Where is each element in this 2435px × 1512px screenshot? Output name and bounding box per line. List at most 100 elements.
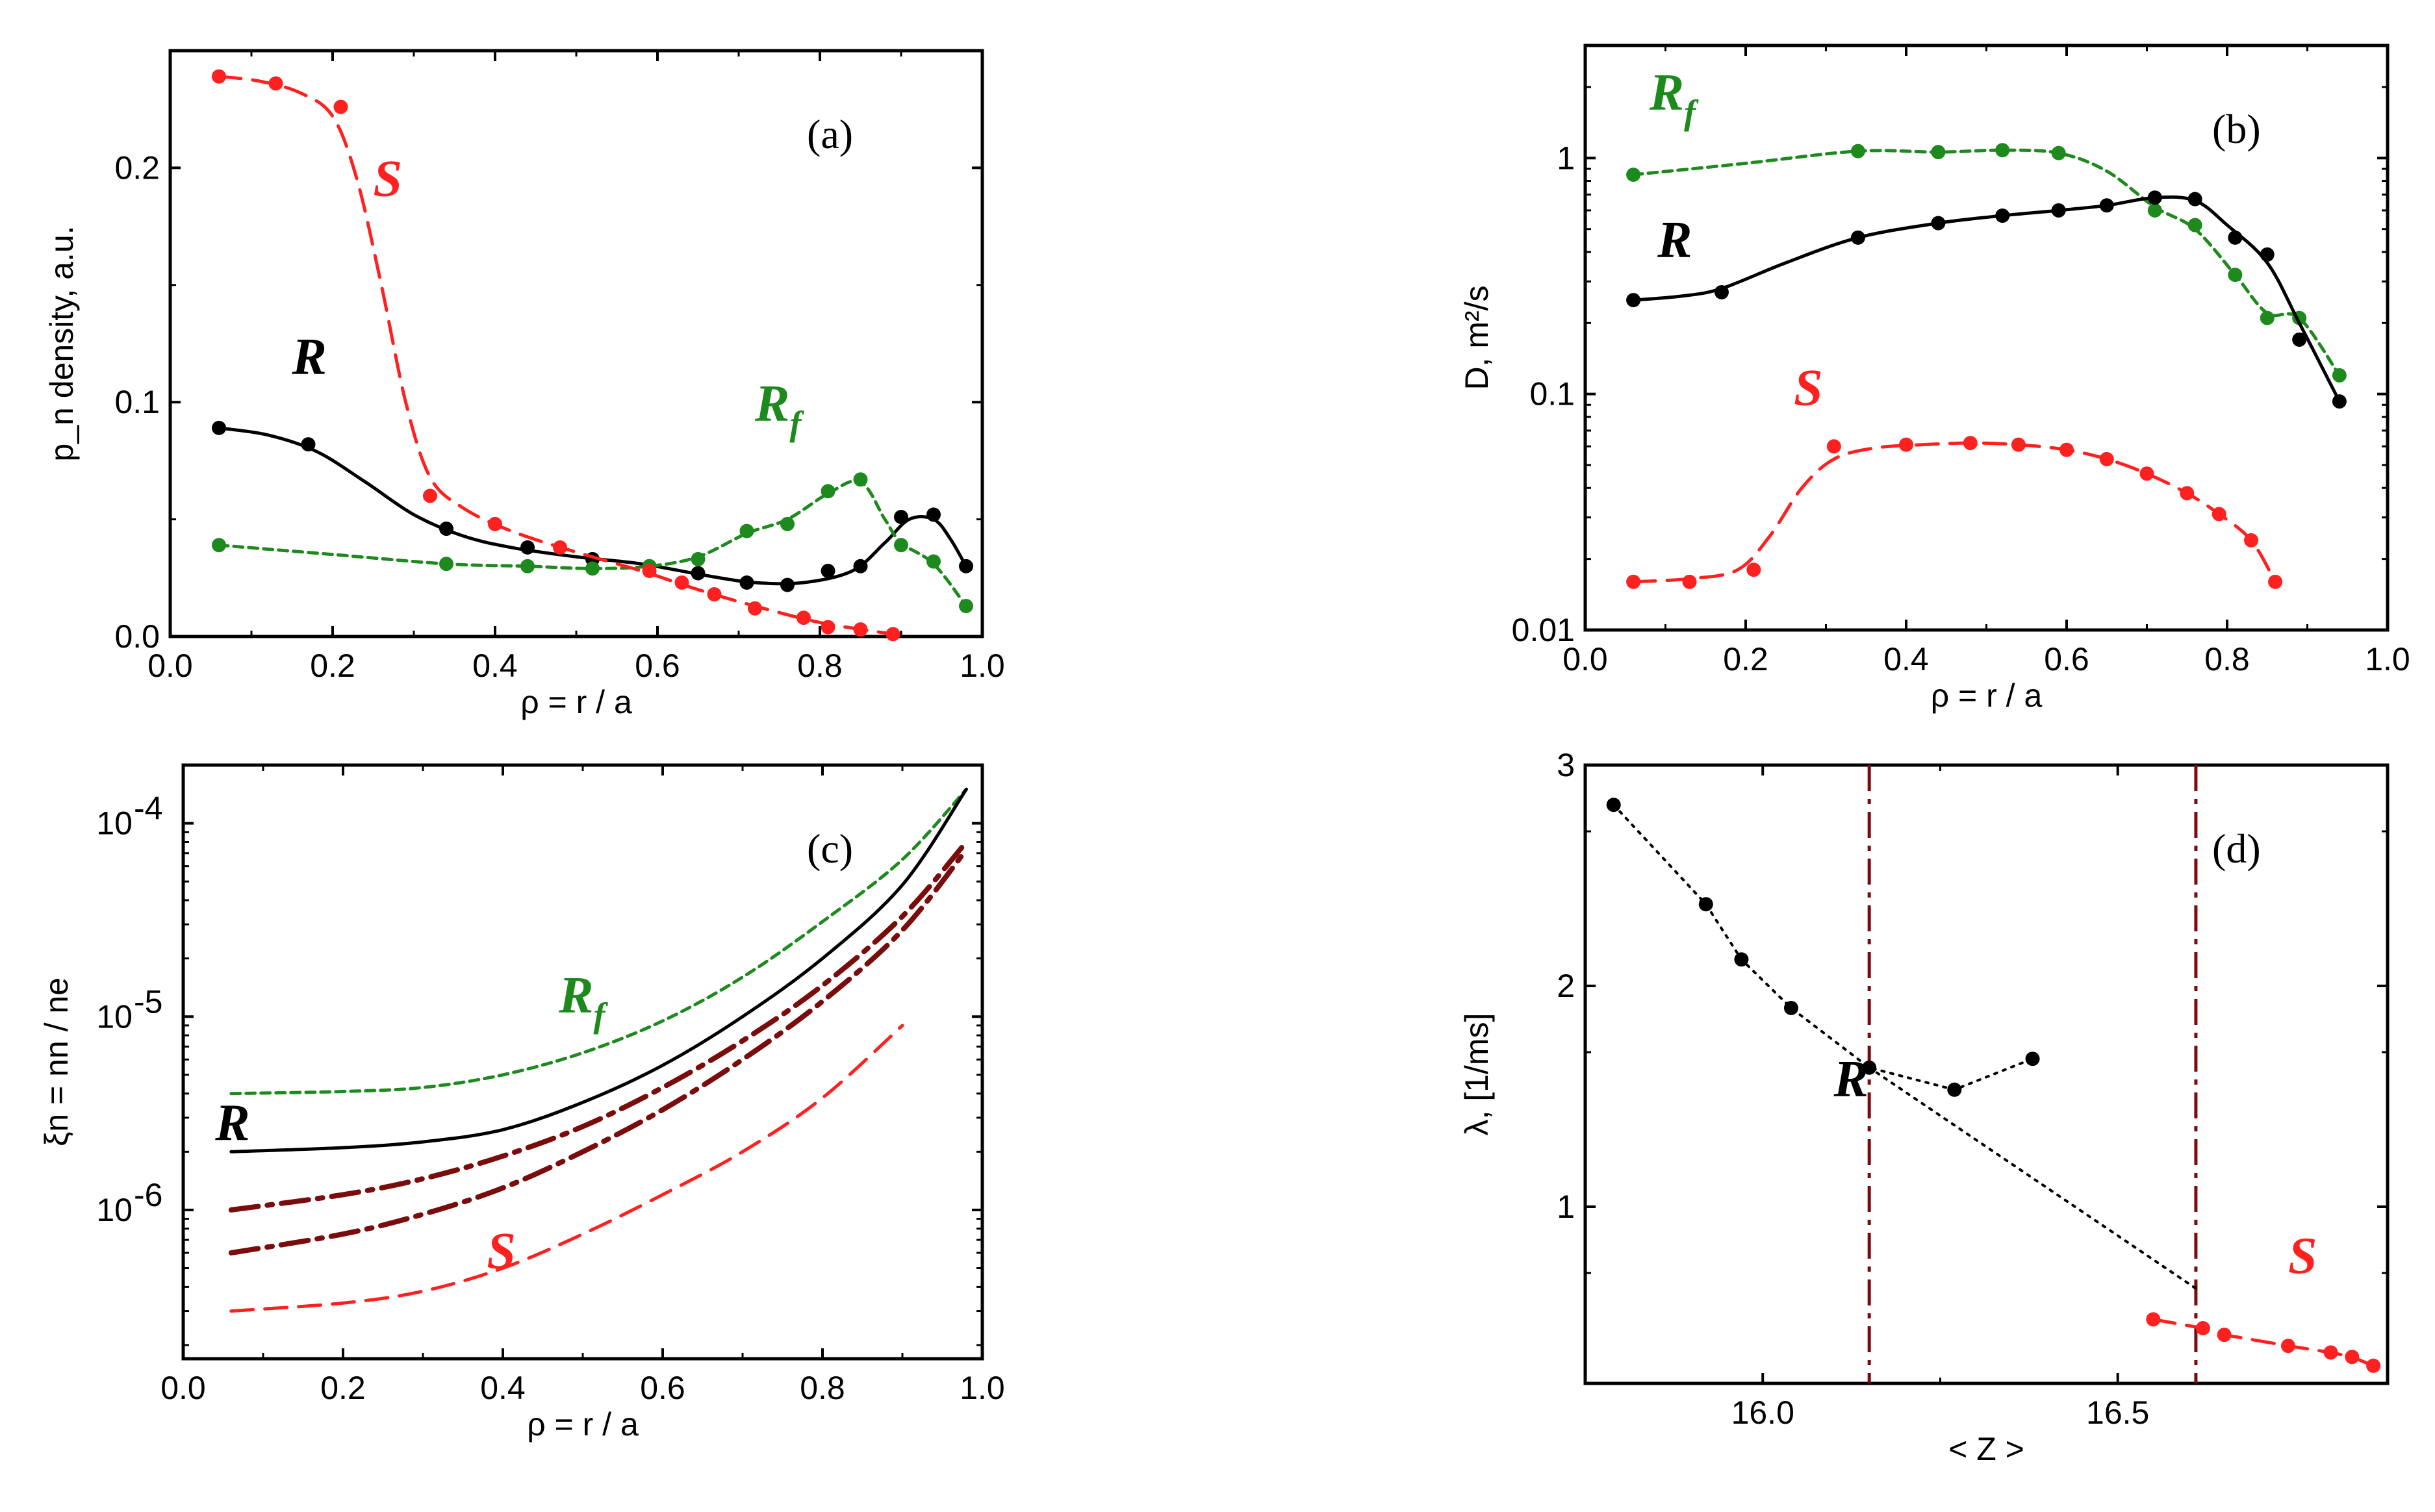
curve-label-subscript: f bbox=[593, 996, 608, 1035]
data-point-S bbox=[886, 627, 900, 642]
data-point-S bbox=[674, 575, 689, 590]
data-point-R bbox=[2332, 394, 2347, 409]
panel-label: (d) bbox=[2212, 825, 2261, 872]
x-tick-label: 0.2 bbox=[310, 648, 355, 684]
data-point-Rf bbox=[439, 557, 453, 572]
data-point-R bbox=[1714, 284, 1729, 299]
data-point-R bbox=[1698, 897, 1713, 912]
data-point-R bbox=[2292, 332, 2307, 347]
data-point-S bbox=[853, 622, 868, 637]
data-point-Rf bbox=[1626, 167, 1641, 182]
x-tick-label: 1.0 bbox=[2365, 641, 2410, 677]
data-point-Rf bbox=[585, 561, 600, 576]
data-point-R bbox=[739, 575, 754, 590]
data-point-Rf bbox=[894, 538, 908, 553]
data-point-R bbox=[1606, 798, 1621, 813]
series-line-S bbox=[217, 75, 895, 636]
y-tick-label: 0.0 bbox=[114, 618, 160, 655]
data-point-S bbox=[333, 99, 348, 114]
data-point-R bbox=[2051, 203, 2066, 218]
data-point-S bbox=[797, 611, 811, 625]
series-line-R bbox=[1612, 803, 2034, 1091]
data-point-Rf bbox=[2332, 368, 2347, 383]
data-point-S bbox=[821, 620, 835, 635]
data-point-R bbox=[959, 559, 973, 573]
x-tick-label: 0.6 bbox=[640, 1370, 685, 1406]
data-point-S bbox=[2212, 507, 2226, 522]
data-point-R bbox=[1783, 1001, 1798, 1015]
series-line-Rf bbox=[1631, 148, 2341, 377]
curve-label-R: R bbox=[214, 1094, 249, 1152]
series-line-Rf bbox=[229, 787, 968, 1096]
panel-b: 0.0 0.2 0.4 0.6 0.8 1.0 0.01 0.1 1 ρ = r / a D, m²… bbox=[1459, 44, 2410, 714]
data-point-R bbox=[212, 420, 226, 435]
panel-a: 0.0 0.2 0.4 0.6 0.8 1.0 0.0 0.1 0.2 ρ = r / a p_n … bbox=[44, 49, 1005, 720]
x-tick-label: 0.6 bbox=[635, 648, 680, 684]
x-tick-label: 1.0 bbox=[960, 648, 1005, 684]
series-line-S bbox=[1631, 441, 2277, 584]
data-point-Rf bbox=[2147, 203, 2162, 218]
data-point-R bbox=[2025, 1052, 2040, 1066]
data-point-R bbox=[1734, 952, 1749, 967]
y-tick-label: 10 bbox=[96, 1192, 133, 1228]
x-tick-label: 0.0 bbox=[147, 648, 193, 684]
data-point-R bbox=[1626, 293, 1641, 308]
data-point-Rf bbox=[1850, 144, 1865, 158]
data-point-R bbox=[2147, 190, 2162, 205]
data-point-S bbox=[2011, 437, 2026, 452]
series-line-trend bbox=[1868, 1066, 2197, 1290]
curve-label-Rf: Rf bbox=[754, 375, 804, 443]
y-axis-label: ξn = nn / ne bbox=[38, 977, 75, 1146]
plot-frame bbox=[1583, 763, 2390, 1385]
data-point-R bbox=[2260, 247, 2275, 262]
x-tick-label: 0.8 bbox=[797, 648, 843, 684]
x-tick-label: 0.6 bbox=[2044, 641, 2089, 677]
curve-label-subscript: f bbox=[789, 404, 804, 443]
data-point-R bbox=[926, 507, 941, 522]
x-tick-label: 16.0 bbox=[1731, 1394, 1794, 1431]
data-point-Rf bbox=[520, 559, 535, 573]
series-line-upper-dashdot bbox=[228, 839, 969, 1213]
data-point-S bbox=[1746, 562, 1761, 577]
data-point-S bbox=[1963, 436, 1978, 451]
x-tick-label: 0.0 bbox=[1562, 641, 1608, 677]
x-tick-label: 0.2 bbox=[1723, 641, 1768, 677]
data-point-Rf bbox=[2187, 218, 2202, 233]
data-point-R bbox=[821, 563, 835, 578]
y-axis-label: p_n density, a.u. bbox=[44, 225, 80, 461]
y-tick-label: 0.2 bbox=[114, 149, 160, 186]
series-line-S bbox=[2151, 1317, 2375, 1368]
curve-label-S: S bbox=[374, 151, 403, 208]
x-tick-label: 0.0 bbox=[160, 1370, 206, 1406]
x-tick-label: 0.4 bbox=[472, 648, 518, 684]
data-point-R bbox=[520, 540, 535, 555]
data-point-S bbox=[2146, 1312, 2161, 1327]
data-point-S bbox=[2180, 486, 2195, 501]
data-point-R bbox=[2228, 230, 2243, 245]
data-point-S bbox=[1682, 574, 1697, 589]
x-axis-label: ρ = r / a bbox=[520, 684, 632, 720]
y-tick-label: 10 bbox=[96, 805, 133, 842]
data-point-Rf bbox=[1995, 143, 2010, 158]
data-point-S bbox=[2099, 451, 2114, 466]
data-point-S bbox=[1626, 574, 1641, 589]
data-point-S bbox=[2345, 1350, 2360, 1365]
curve-label-R: R bbox=[1833, 1051, 1868, 1108]
data-point-S bbox=[748, 601, 762, 616]
data-point-S bbox=[212, 69, 226, 84]
data-point-S bbox=[2366, 1358, 2381, 1373]
data-point-Rf bbox=[691, 551, 706, 566]
x-tick-label: 0.4 bbox=[1883, 641, 1929, 677]
curve-label-subscript: f bbox=[1684, 93, 1699, 132]
data-point-S bbox=[2195, 1321, 2210, 1335]
x-tick-label: 1.0 bbox=[960, 1370, 1005, 1406]
data-point-Rf bbox=[212, 538, 226, 553]
panel-label: (b) bbox=[2212, 106, 2261, 152]
y-tick-label: 0.01 bbox=[1512, 612, 1575, 648]
data-point-Rf bbox=[2051, 145, 2066, 160]
data-point-S bbox=[2244, 533, 2259, 548]
series-line-R bbox=[229, 787, 968, 1153]
data-point-R bbox=[1850, 230, 1865, 245]
panel-label: (a) bbox=[807, 111, 853, 157]
data-point-S bbox=[707, 587, 722, 602]
